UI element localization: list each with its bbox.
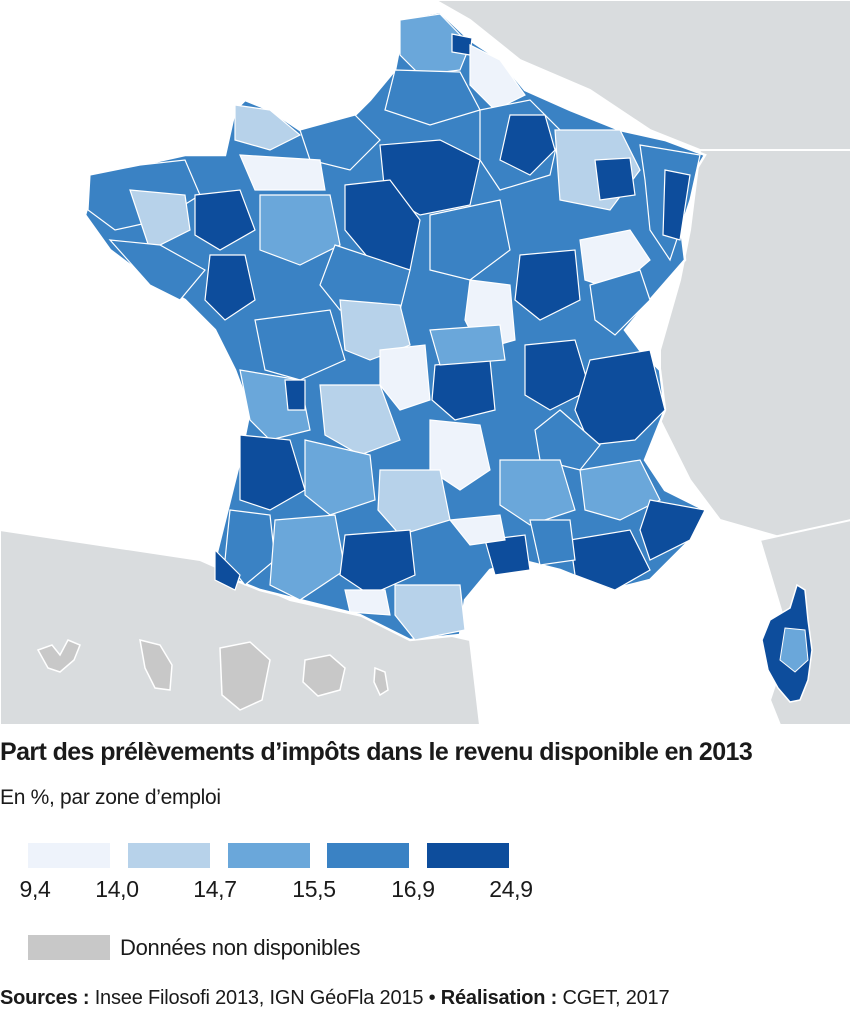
- la-reunion: [302, 654, 346, 697]
- zone-poitou: [254, 309, 346, 381]
- zone-normandie: [299, 114, 381, 171]
- zone-normandie-ouest: [234, 104, 302, 151]
- land-uk-belgium-north: [0, 0, 851, 262]
- zone-dijon: [514, 249, 581, 321]
- guyane: [219, 641, 271, 711]
- zone-auvergne-sud: [429, 419, 491, 491]
- zone-bourgogne-nord: [429, 199, 511, 281]
- legend-na-label: Données non disponibles: [120, 935, 361, 960]
- employment-zones: [87, 13, 706, 641]
- zone-lyon-nord: [429, 324, 506, 366]
- zone-nice: [639, 499, 706, 561]
- legend-na-swatch: [28, 935, 110, 960]
- zone-picardie: [384, 69, 481, 126]
- legend-swatch-2: [128, 843, 210, 868]
- zone-pyrenees: [269, 514, 346, 601]
- zone-bretagne-sud: [108, 239, 206, 301]
- zone-le-mans: [259, 194, 341, 266]
- zone-nimes: [448, 514, 506, 546]
- legend-break-0: 9,4: [19, 876, 51, 902]
- zone-alpes-sud: [579, 459, 661, 521]
- legend-break-2: 14,7: [193, 876, 237, 902]
- zone-lille: [451, 33, 473, 56]
- zone-savoie: [574, 349, 666, 446]
- zone-bretagne-centre: [129, 189, 191, 251]
- corsica-zone-centre: [779, 627, 809, 673]
- legend-swatch-1: [28, 843, 110, 868]
- zone-bordeaux: [239, 434, 306, 511]
- zone-la-rochelle: [284, 379, 306, 411]
- zone-lyon: [524, 339, 591, 411]
- zone-reims: [499, 114, 556, 176]
- realisation-text: CGET, 2017: [562, 987, 670, 1009]
- sources-label: Sources :: [0, 987, 90, 1009]
- zone-landes: [224, 509, 276, 586]
- legend-break-5: 24,9: [489, 876, 533, 902]
- mayotte: [373, 666, 389, 697]
- zone-limousin-nord: [379, 344, 431, 411]
- zone-ariege: [344, 589, 391, 616]
- zone-rodez: [377, 469, 451, 536]
- zone-besancon: [589, 269, 651, 336]
- zone-strasbourg: [662, 169, 691, 241]
- zone-ardennes: [469, 44, 526, 111]
- legend-swatch-3: [228, 843, 310, 868]
- zone-limousin: [319, 384, 401, 456]
- choropleth-map-france: [0, 0, 851, 725]
- zone-pays-de-loire: [204, 254, 256, 321]
- sources-text: Insee Filosofi 2013, IGN GéoFla 2015 •: [94, 987, 436, 1009]
- zone-nord: [399, 13, 471, 76]
- martinique: [139, 638, 173, 691]
- zone-toulouse: [339, 529, 416, 596]
- legend-break-4: 16,9: [391, 876, 435, 902]
- legend-swatch-5: [427, 843, 509, 868]
- zone-caen: [239, 154, 326, 191]
- zone-rennes: [194, 189, 256, 251]
- legend-break-1: 14,0: [95, 876, 139, 902]
- zone-toulon: [529, 519, 576, 566]
- map-subtitle: En %, par zone d’emploi: [0, 786, 221, 809]
- sources-line: Sources : Insee Filosofi 2013, IGN GéoFl…: [0, 987, 670, 1010]
- realisation-label: Réalisation :: [440, 987, 558, 1009]
- map-title: Part des prélèvements d’impôts dans le r…: [0, 738, 753, 766]
- zone-marseille: [569, 529, 651, 591]
- zone-metz: [594, 157, 636, 201]
- zone-perigord: [304, 439, 376, 516]
- zone-drome: [499, 459, 576, 526]
- zone-montpellier: [484, 534, 531, 576]
- guadeloupe: [36, 639, 81, 673]
- zone-roussillon: [394, 584, 466, 641]
- legend-swatch-4: [327, 843, 409, 868]
- zone-pau: [214, 548, 241, 591]
- land-germany-switzerland-italy: [659, 149, 851, 542]
- legend-break-3: 15,5: [292, 876, 336, 902]
- overseas-territories: [36, 638, 389, 711]
